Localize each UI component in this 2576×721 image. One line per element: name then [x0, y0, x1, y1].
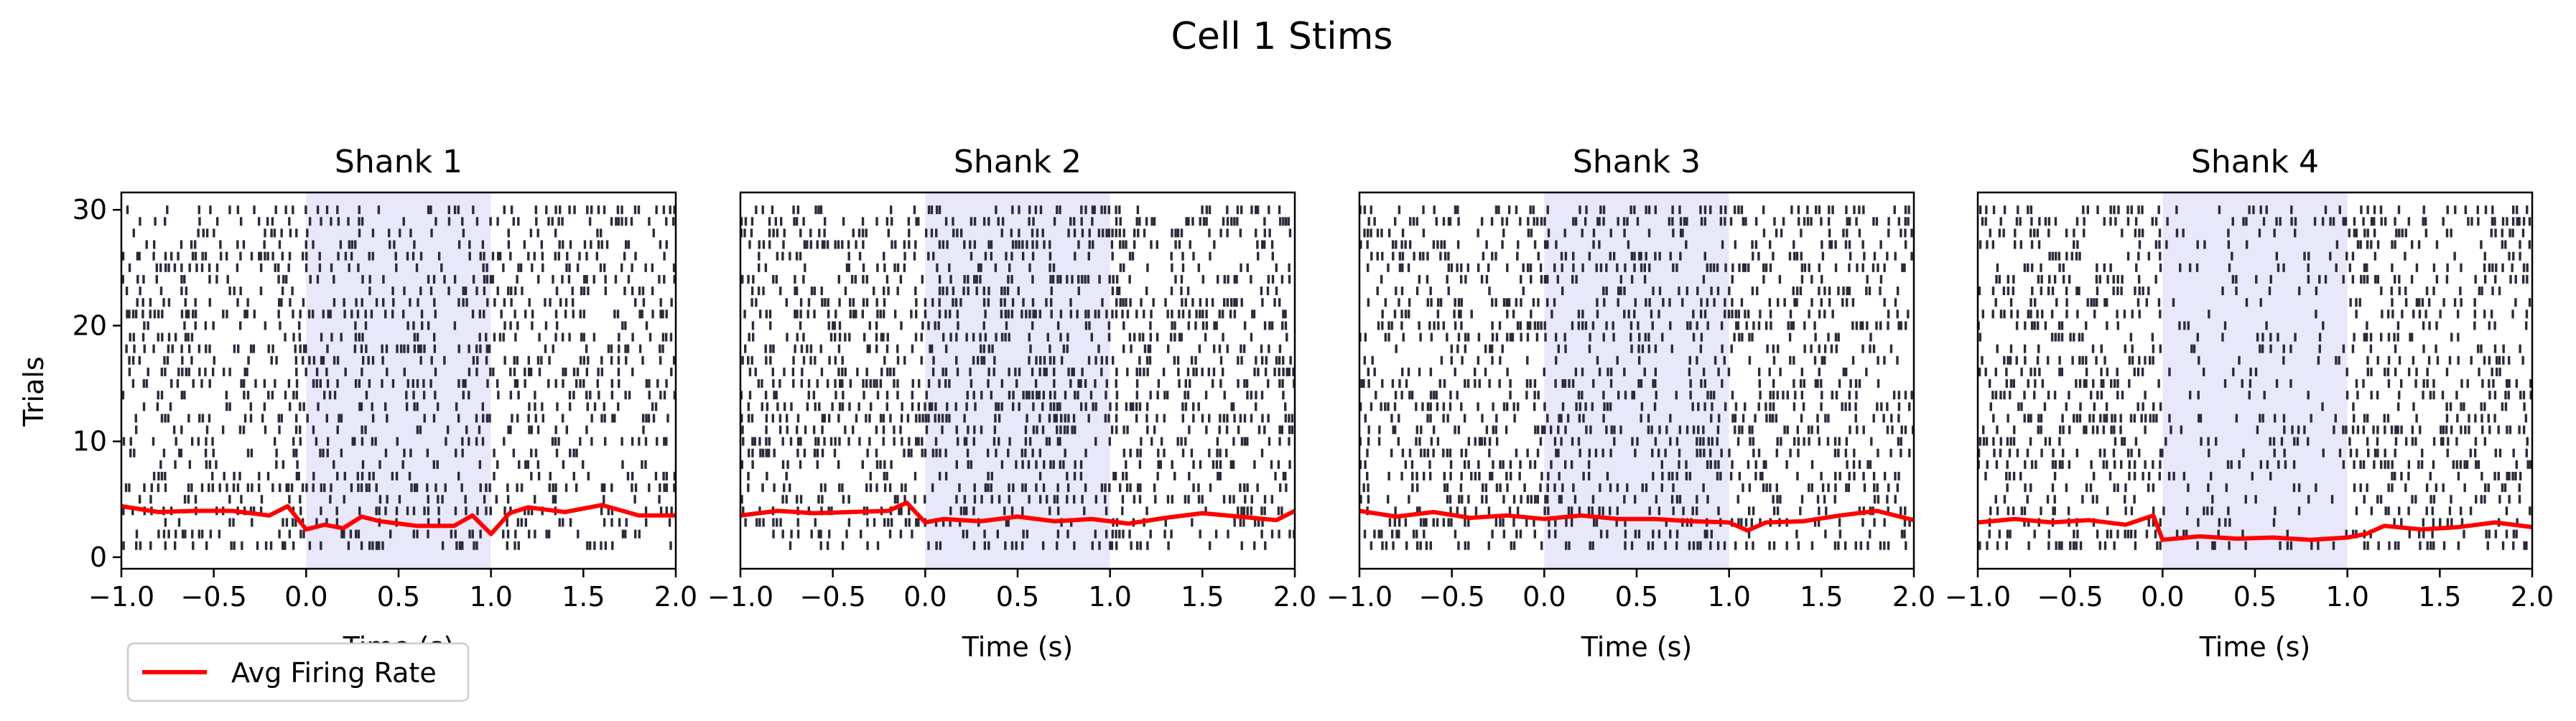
avg-firing-rate-line — [121, 503, 676, 536]
x-tick-label: 0.5 — [1615, 581, 1658, 613]
panel-3: −1.0 −0.5 0.0 0.5 1.0 1.5 2.0 Shank 3 Time (s) — [1326, 144, 1935, 663]
spike-raster — [121, 205, 676, 550]
x-tick-label: 2.0 — [1273, 581, 1316, 613]
avg-firing-rate-line — [740, 501, 1296, 526]
panels: −1.0 −0.5 0.0 0.5 1.0 1.5 2.0 0 10 20 30 Shank 1 Tim… — [73, 144, 2554, 663]
x-tick-label: 0.5 — [996, 581, 1039, 613]
figure-suptitle: Cell 1 Stims — [1171, 15, 1393, 58]
x-tick-label: 1.0 — [469, 581, 512, 613]
stim-window-shade — [2162, 192, 2348, 569]
x-tick-label: 1.5 — [562, 581, 605, 613]
avg-firing-rate-line — [1359, 508, 1915, 533]
panel-2: −1.0 −0.5 0.0 0.5 1.0 1.5 2.0 Shank 2 Time (s) — [707, 144, 1316, 663]
panel-title: Shank 3 — [1573, 144, 1701, 180]
x-tick-label: 0.5 — [377, 581, 420, 613]
x-tick-label: 1.0 — [1088, 581, 1131, 613]
panel-title: Shank 1 — [335, 144, 462, 180]
y-tick-label: 0 — [90, 541, 107, 573]
x-tick-label: −1.0 — [88, 581, 154, 613]
spike-raster — [1977, 205, 2532, 550]
figure-ylabel: Trials — [18, 356, 50, 427]
x-tick-label: 1.5 — [1800, 581, 1843, 613]
x-tick-label: 2.0 — [1892, 581, 1935, 613]
panel-title: Shank 2 — [954, 144, 1082, 180]
y-tick-label: 20 — [73, 310, 107, 341]
x-tick-label: 1.0 — [1707, 581, 1750, 613]
spike-raster — [1359, 205, 1915, 550]
x-tick-label: 0.0 — [903, 581, 947, 613]
x-tick-label: −0.5 — [1419, 581, 1485, 613]
x-tick-label: 0.0 — [284, 581, 327, 613]
spike-raster — [740, 205, 1296, 550]
x-tick-label: −0.5 — [181, 581, 247, 613]
x-tick-label: 2.0 — [654, 581, 697, 613]
stim-window-shade — [1544, 192, 1729, 569]
x-tick-label: −1.0 — [1326, 581, 1392, 613]
x-axis-label: Time (s) — [1581, 631, 1693, 663]
y-tick-label: 10 — [73, 426, 107, 457]
x-tick-label: 1.5 — [1181, 581, 1224, 613]
x-tick-label: −1.0 — [707, 581, 773, 613]
x-axis-label: Time (s) — [962, 631, 1074, 663]
y-tick-label: 30 — [73, 194, 107, 225]
x-tick-label: 0.0 — [1522, 581, 1566, 613]
x-tick-label: −0.5 — [800, 581, 866, 613]
